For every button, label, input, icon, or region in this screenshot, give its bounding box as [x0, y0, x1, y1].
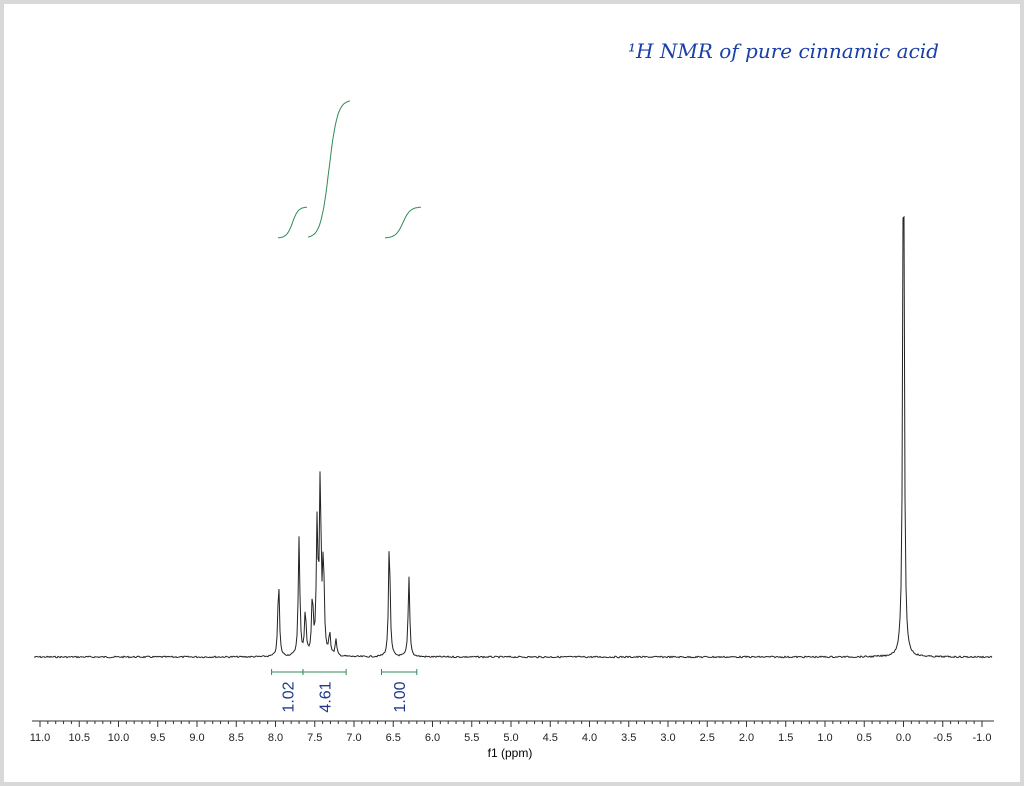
x-axis-tick-label: 8.0: [268, 732, 283, 744]
x-axis-tick-label: 9.5: [150, 732, 165, 744]
x-axis-tick-label: 6.5: [386, 732, 401, 744]
integral-brackets: 1.02 4.61 1.00: [271, 669, 418, 713]
x-axis-tick-label: 1.0: [817, 732, 832, 744]
integral-curves: [277, 100, 422, 239]
x-axis-tick-label: 10.5: [69, 732, 90, 744]
spectrum-trace: [33, 215, 993, 659]
integral-value-label: 4.61: [318, 681, 335, 712]
x-axis-tick-label: -1.0: [973, 732, 992, 744]
x-axis-tick-label: 7.5: [307, 732, 322, 744]
integral-value-label: 1.00: [392, 681, 409, 712]
x-axis-tick-label: 2.5: [700, 732, 715, 744]
x-axis-tick-label: 6.0: [425, 732, 440, 744]
integral-curve: [307, 100, 351, 238]
x-axis-tick-label: 4.5: [543, 732, 558, 744]
x-axis: 11.0 10.5 10.0 9.5 9.0 8.5 8.0 7.5 7.0 6.5 6.0 5.5 5…: [30, 720, 994, 744]
x-axis-tick-label: 0.5: [857, 732, 872, 744]
x-axis-tick-label: 10.0: [108, 732, 129, 744]
x-axis-tick-label: 7.0: [346, 732, 361, 744]
x-axis-tick-label: 1.5: [778, 732, 793, 744]
spectrum-annotation: ¹H NMR of pure cinnamic acid: [628, 39, 939, 63]
x-axis-tick-label: 8.5: [229, 732, 244, 744]
x-axis-label: f1 (ppm): [488, 746, 533, 760]
integral-value-label: 1.02: [280, 681, 297, 712]
integral-curve: [277, 206, 308, 239]
paper-sheet: [4, 4, 1020, 782]
x-axis-tick-label: 0.0: [896, 732, 911, 744]
x-axis-tick-label: 3.5: [621, 732, 636, 744]
x-axis-tick-label: 2.0: [739, 732, 754, 744]
x-axis-tick-label: -0.5: [933, 732, 952, 744]
integral-curve: [384, 206, 422, 239]
x-axis-tick-label: 3.0: [660, 732, 675, 744]
x-axis-tick-label: 5.0: [503, 732, 518, 744]
x-axis-tick-label: 5.5: [464, 732, 479, 744]
x-axis-tick-label: 9.0: [189, 732, 204, 744]
x-axis-tick-label: 4.0: [582, 732, 597, 744]
x-axis-tick-label: 11.0: [30, 732, 51, 744]
